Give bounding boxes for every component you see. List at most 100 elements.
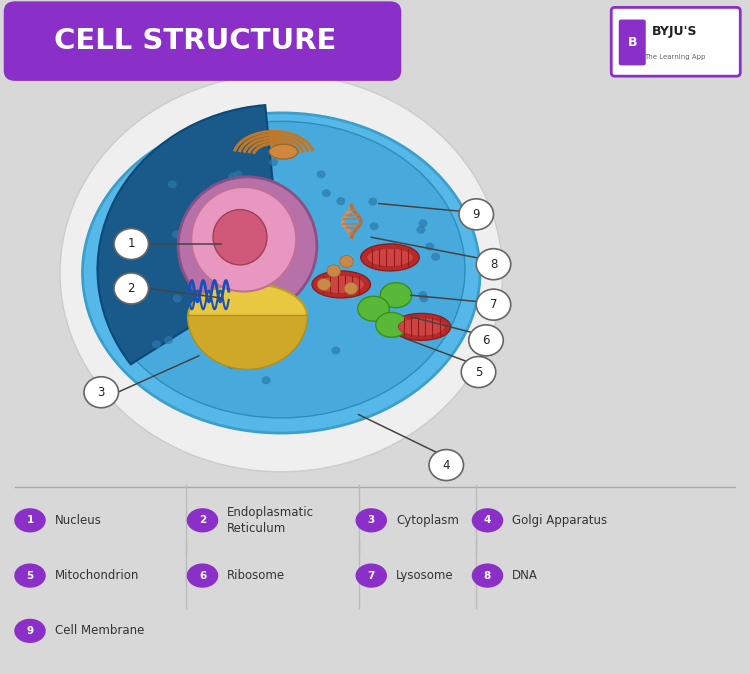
Ellipse shape [398, 318, 445, 336]
Text: Ribosome: Ribosome [227, 569, 285, 582]
Text: 8: 8 [484, 571, 491, 580]
Circle shape [425, 243, 434, 251]
Circle shape [419, 291, 428, 299]
Text: 5: 5 [475, 365, 482, 379]
Text: 2: 2 [199, 516, 206, 525]
Circle shape [476, 249, 511, 280]
Circle shape [322, 189, 331, 197]
Circle shape [429, 450, 464, 481]
Ellipse shape [98, 121, 465, 418]
Text: Cell Membrane: Cell Membrane [55, 624, 144, 638]
Text: 9: 9 [26, 626, 34, 636]
Text: 3: 3 [368, 516, 375, 525]
Circle shape [461, 357, 496, 388]
Circle shape [419, 219, 428, 227]
Ellipse shape [213, 210, 267, 265]
Circle shape [193, 324, 202, 332]
Circle shape [370, 222, 379, 231]
FancyBboxPatch shape [611, 7, 740, 76]
Ellipse shape [269, 144, 298, 159]
Circle shape [114, 273, 148, 304]
Circle shape [245, 176, 254, 184]
Ellipse shape [376, 313, 407, 337]
Text: BYJU'S: BYJU'S [652, 24, 698, 38]
Text: B: B [628, 36, 637, 49]
Text: 6: 6 [482, 334, 490, 347]
Circle shape [84, 377, 118, 408]
Text: 9: 9 [472, 208, 480, 221]
Text: Cytoplasm: Cytoplasm [396, 514, 459, 527]
Circle shape [196, 324, 205, 332]
Ellipse shape [312, 271, 370, 298]
Circle shape [164, 336, 173, 344]
Text: 1: 1 [26, 516, 34, 525]
Circle shape [114, 228, 148, 259]
Circle shape [234, 171, 243, 179]
Text: 4: 4 [442, 458, 450, 472]
Ellipse shape [14, 619, 46, 643]
Text: Mitochondrion: Mitochondrion [55, 569, 140, 582]
Circle shape [431, 253, 440, 261]
Ellipse shape [356, 508, 387, 532]
Ellipse shape [14, 508, 46, 532]
Circle shape [172, 295, 182, 303]
Ellipse shape [361, 244, 419, 271]
Circle shape [340, 255, 353, 268]
Ellipse shape [318, 276, 364, 294]
Circle shape [137, 237, 146, 245]
Text: DNA: DNA [512, 569, 538, 582]
Circle shape [469, 325, 503, 356]
FancyBboxPatch shape [619, 20, 646, 65]
Text: 3: 3 [98, 386, 105, 399]
Circle shape [332, 346, 340, 355]
Ellipse shape [356, 563, 387, 588]
Circle shape [228, 173, 237, 181]
Circle shape [262, 376, 271, 384]
Text: Nucleus: Nucleus [55, 514, 102, 527]
Circle shape [172, 231, 182, 239]
Wedge shape [98, 105, 281, 365]
Ellipse shape [392, 313, 451, 340]
Ellipse shape [82, 113, 480, 433]
Ellipse shape [380, 283, 412, 307]
Ellipse shape [191, 187, 296, 291]
Ellipse shape [472, 563, 503, 588]
Circle shape [417, 314, 426, 322]
Ellipse shape [367, 249, 413, 266]
Text: 7: 7 [490, 298, 497, 311]
Text: Endoplasmatic
Reticulum: Endoplasmatic Reticulum [227, 506, 314, 535]
Circle shape [317, 278, 331, 290]
Circle shape [60, 74, 503, 472]
Text: Golgi Apparatus: Golgi Apparatus [512, 514, 608, 527]
Circle shape [368, 197, 377, 206]
Text: The Learning App: The Learning App [644, 55, 706, 60]
Text: Lysosome: Lysosome [396, 569, 454, 582]
Circle shape [152, 340, 161, 348]
Circle shape [269, 158, 278, 166]
Ellipse shape [14, 563, 46, 588]
Circle shape [419, 295, 428, 303]
Text: 8: 8 [490, 257, 497, 271]
Text: 2: 2 [128, 282, 135, 295]
Circle shape [227, 361, 236, 369]
Ellipse shape [358, 296, 389, 321]
Circle shape [336, 197, 345, 205]
Circle shape [168, 180, 177, 188]
Ellipse shape [178, 177, 316, 315]
Circle shape [416, 226, 425, 234]
Wedge shape [188, 315, 308, 369]
Text: CELL STRUCTURE: CELL STRUCTURE [54, 27, 336, 55]
Circle shape [316, 171, 326, 179]
Text: 6: 6 [199, 571, 206, 580]
Circle shape [193, 313, 202, 321]
Text: 4: 4 [484, 516, 491, 525]
Text: 5: 5 [26, 571, 34, 580]
Ellipse shape [472, 508, 503, 532]
Ellipse shape [188, 283, 307, 347]
Circle shape [459, 199, 494, 230]
Circle shape [476, 289, 511, 320]
Circle shape [344, 282, 358, 295]
Circle shape [327, 265, 340, 277]
FancyBboxPatch shape [4, 1, 401, 81]
Circle shape [242, 190, 251, 198]
